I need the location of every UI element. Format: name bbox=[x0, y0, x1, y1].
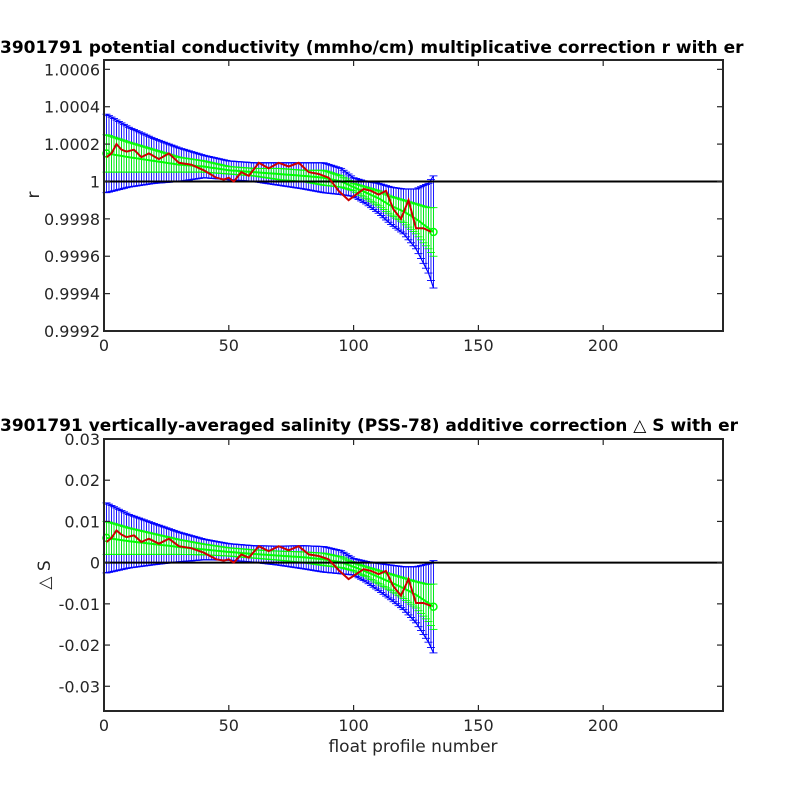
axes-box bbox=[103, 59, 724, 332]
y-tick-label: 0 bbox=[90, 554, 100, 573]
y-tick-label: 0.9998 bbox=[44, 210, 100, 229]
y-tick-label: 0.01 bbox=[64, 512, 100, 531]
y-tick-label: 0.9996 bbox=[44, 247, 100, 266]
y-tick-label: 1.0004 bbox=[44, 98, 100, 117]
x-tick-label: 50 bbox=[219, 336, 239, 355]
bottom-panel: 3901791 vertically-averaged salinity (PS… bbox=[0, 416, 739, 757]
red-profile-line bbox=[105, 142, 432, 233]
y-tick-label: -0.02 bbox=[59, 636, 100, 655]
x-tick-label: 150 bbox=[463, 716, 494, 735]
green-fit-line bbox=[106, 152, 435, 233]
y-tick-label: -0.01 bbox=[59, 595, 100, 614]
y-tick-label: 0.9992 bbox=[44, 322, 100, 341]
red-profile-line bbox=[105, 529, 432, 607]
bottom-y-axis-label: △ S bbox=[35, 560, 55, 589]
bottom-plot-area: 0 50 100 150 200 -0.03 -0.02 -0.01 0 0.01 0.02 0.03 bbox=[59, 430, 724, 735]
x-tick-label: 50 bbox=[219, 716, 239, 735]
top-y-axis-label: r bbox=[24, 192, 44, 199]
blue-lower-envelope bbox=[106, 559, 435, 654]
blue-lower-envelope bbox=[106, 177, 435, 289]
y-tick-label: -0.03 bbox=[59, 677, 100, 696]
bottom-chart-title: 3901791 vertically-averaged salinity (PS… bbox=[0, 416, 739, 436]
y-tick-label: 1.0002 bbox=[44, 135, 100, 154]
y-tick-label: 1.0006 bbox=[44, 60, 100, 79]
x-tick-label: 100 bbox=[338, 716, 369, 735]
x-tick-label: 0 bbox=[99, 716, 109, 735]
x-tick-label: 200 bbox=[588, 336, 619, 355]
axes-box bbox=[103, 438, 724, 712]
x-tick-label: 200 bbox=[588, 716, 619, 735]
top-chart-title: 3901791 potential conductivity (mmho/cm)… bbox=[0, 38, 744, 58]
y-tick-label: 0.9994 bbox=[44, 285, 100, 304]
x-tick-label: 150 bbox=[463, 336, 494, 355]
y-tick-label: 1 bbox=[90, 172, 100, 191]
x-tick-label: 0 bbox=[99, 336, 109, 355]
green-fit-line bbox=[106, 536, 435, 608]
x-tick-label: 100 bbox=[338, 336, 369, 355]
y-tick-label: 0.03 bbox=[64, 430, 100, 449]
bottom-x-axis-label: float profile number bbox=[328, 737, 497, 757]
y-tick-label: 0.02 bbox=[64, 471, 100, 490]
top-panel: 3901791 potential conductivity (mmho/cm)… bbox=[0, 38, 744, 355]
green-fit-marker bbox=[429, 602, 438, 611]
blue-upper-envelope bbox=[106, 113, 434, 190]
top-plot-area: 0 50 100 150 200 0.9992 0.9994 0.9996 0.9998 1 1.0… bbox=[44, 59, 724, 355]
